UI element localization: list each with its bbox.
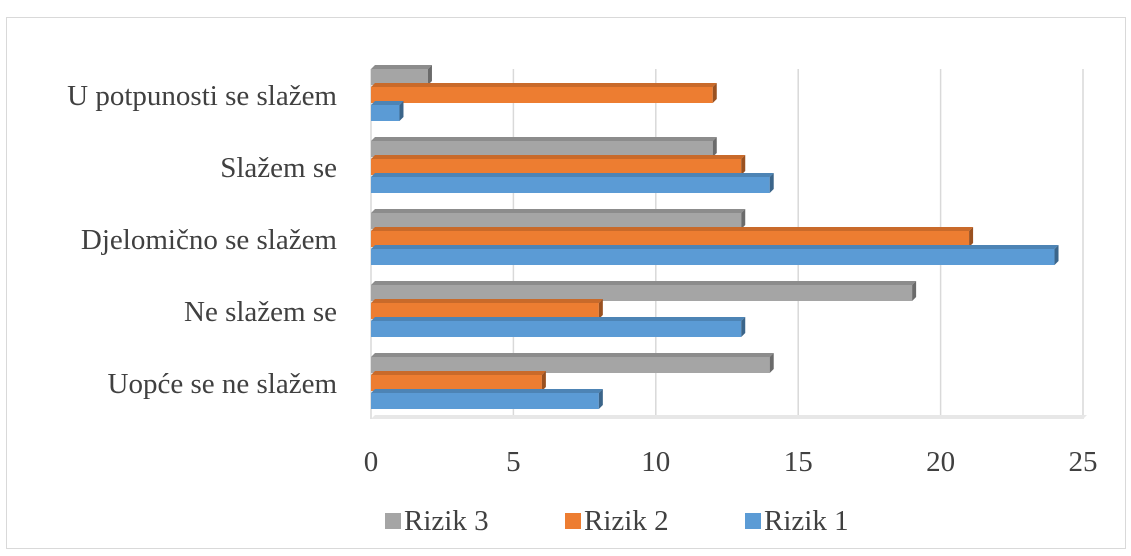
category-label: U potpunosti se slažem	[67, 80, 337, 112]
bar-face	[371, 303, 599, 319]
bar-top	[371, 83, 717, 87]
bar-side	[1054, 245, 1059, 265]
bar-face	[371, 357, 770, 373]
bar-face	[371, 69, 428, 85]
bar-top	[371, 353, 774, 357]
bar-top	[371, 65, 432, 69]
bar	[371, 371, 546, 391]
chart-floor	[371, 415, 1087, 419]
bar	[371, 83, 717, 103]
x-tick-label: 25	[1069, 446, 1098, 478]
category-label: Ne slažem se	[184, 296, 337, 328]
bar-top	[371, 173, 774, 177]
bar-top	[371, 209, 746, 213]
bar-top	[371, 101, 404, 105]
bar	[371, 137, 717, 157]
bar-face	[371, 213, 742, 229]
bar-face	[371, 393, 599, 409]
bar-face	[371, 249, 1055, 265]
bar-side	[712, 83, 717, 103]
bar-top	[371, 299, 603, 303]
bar-face	[371, 375, 542, 391]
bar-face	[371, 177, 770, 193]
x-tick-label: 5	[506, 446, 521, 478]
bar-side	[969, 227, 974, 247]
legend-item: Rizik 1	[745, 505, 849, 537]
bar-top	[371, 137, 717, 141]
bar-side	[712, 137, 717, 157]
bar-side	[598, 299, 603, 319]
bar-top	[371, 155, 746, 159]
legend-label: Rizik 1	[764, 505, 849, 537]
bar-top	[371, 281, 917, 285]
bar	[371, 65, 432, 85]
bar-face	[371, 87, 713, 103]
bar-side	[769, 173, 774, 193]
bar-face	[371, 141, 713, 157]
bar	[371, 317, 746, 337]
x-tick-label: 15	[784, 446, 813, 478]
bar	[371, 281, 917, 301]
bar-side	[541, 371, 546, 391]
bar	[371, 173, 774, 193]
legend-swatch	[385, 513, 401, 529]
bar-side	[741, 317, 746, 337]
bar	[371, 389, 603, 409]
legend-label: Rizik 3	[404, 505, 489, 537]
bar-top	[371, 317, 746, 321]
x-tick-label: 20	[926, 446, 955, 478]
legend-label: Rizik 2	[584, 505, 669, 537]
bar-top	[371, 245, 1059, 249]
bar-face	[371, 231, 970, 247]
bar-side	[741, 155, 746, 175]
bar-top	[371, 227, 974, 231]
legend: Rizik 3 Rizik 2 Rizik 1	[385, 505, 849, 537]
bar-side	[598, 389, 603, 409]
bar	[371, 155, 746, 175]
x-tick-label: 0	[364, 446, 379, 478]
bar-side	[769, 353, 774, 373]
legend-swatch	[745, 513, 761, 529]
category-label: Slažem se	[220, 152, 337, 184]
category-label: Djelomično se slažem	[81, 224, 338, 256]
bar	[371, 227, 974, 247]
bar-side	[741, 209, 746, 229]
bar	[371, 245, 1059, 265]
category-label: Uopće se ne slažem	[108, 368, 338, 400]
bar	[371, 209, 746, 229]
x-tick-labels: 0 5 10 15 20 25	[364, 446, 1098, 478]
bar-top	[371, 389, 603, 393]
bar	[371, 299, 603, 319]
category-labels: U potpunosti se slažem Slažem se Djelomičn…	[67, 80, 337, 400]
bar-face	[371, 105, 400, 121]
bar-face	[371, 321, 742, 337]
legend-item: Rizik 3	[385, 505, 489, 537]
bar-top	[371, 371, 546, 375]
x-tick-label: 10	[641, 446, 670, 478]
legend-item: Rizik 2	[565, 505, 669, 537]
bar-side	[912, 281, 917, 301]
bars	[371, 65, 1059, 409]
legend-swatch	[565, 513, 581, 529]
bar-side	[399, 101, 404, 121]
bar	[371, 353, 774, 373]
bar-side	[427, 65, 432, 85]
bar	[371, 101, 404, 121]
bar-face	[371, 285, 913, 301]
bar-face	[371, 159, 742, 175]
